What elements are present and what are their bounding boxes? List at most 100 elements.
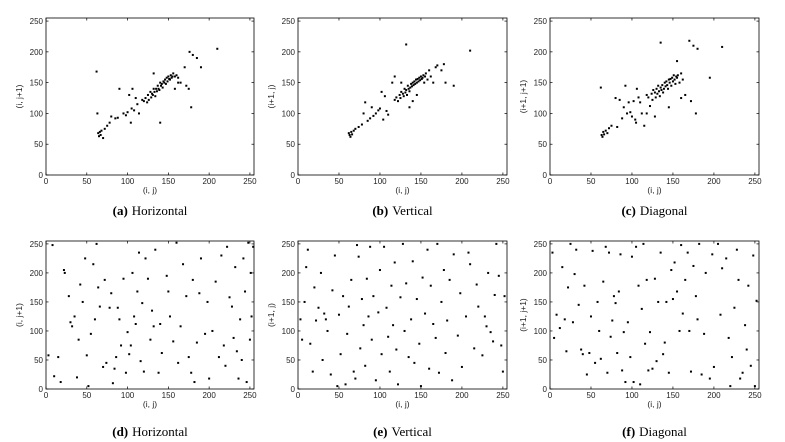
- data-point: [103, 127, 106, 130]
- data-point: [448, 278, 451, 281]
- data-point: [142, 370, 145, 373]
- x-tick-label: 50: [335, 177, 344, 186]
- data-point: [97, 132, 100, 135]
- x-tick-label: 150: [666, 391, 680, 400]
- data-point: [418, 76, 421, 79]
- x-tick-label: 150: [162, 391, 176, 400]
- data-point: [133, 109, 136, 112]
- y-tick-label: 150: [282, 298, 296, 307]
- data-point: [410, 82, 413, 85]
- data-point: [688, 329, 691, 332]
- data-point: [396, 100, 399, 103]
- data-point: [698, 242, 701, 245]
- data-point: [667, 106, 670, 109]
- data-point: [422, 74, 425, 77]
- data-point: [136, 103, 139, 106]
- data-point: [164, 78, 167, 81]
- data-point: [487, 271, 490, 274]
- x-tick-label: 150: [666, 177, 680, 186]
- data-point: [164, 82, 167, 85]
- data-point: [234, 266, 237, 269]
- data-point: [412, 84, 415, 87]
- data-point: [179, 81, 182, 84]
- data-point: [643, 124, 646, 127]
- data-point: [577, 303, 580, 306]
- data-point: [420, 77, 423, 80]
- data-point: [437, 371, 440, 374]
- data-point: [673, 78, 676, 81]
- data-point: [414, 82, 417, 85]
- data-point: [311, 370, 314, 373]
- data-point: [444, 352, 447, 355]
- data-point: [124, 371, 127, 374]
- data-point: [230, 305, 233, 308]
- data-point: [704, 271, 707, 274]
- data-point: [51, 244, 54, 247]
- data-point: [664, 85, 667, 88]
- data-point: [409, 86, 412, 89]
- data-point: [79, 283, 82, 286]
- data-point: [667, 371, 670, 374]
- caption-text: Diagonal: [640, 203, 688, 218]
- data-point: [678, 329, 681, 332]
- caption-label: (f): [622, 424, 635, 439]
- data-point: [571, 321, 574, 324]
- data-point: [424, 72, 427, 75]
- data-point: [640, 307, 643, 310]
- data-point: [493, 293, 496, 296]
- data-point: [421, 276, 424, 279]
- data-point: [680, 244, 683, 247]
- data-point: [696, 47, 699, 50]
- y-tick-label: 100: [282, 327, 296, 336]
- data-point: [402, 95, 405, 98]
- data-point: [610, 124, 613, 127]
- data-point: [580, 348, 583, 351]
- data-point: [725, 257, 728, 260]
- data-point: [329, 373, 332, 376]
- data-point: [108, 121, 111, 124]
- data-point: [350, 278, 353, 281]
- caption-label: (e): [373, 424, 387, 439]
- data-point: [442, 269, 445, 272]
- data-point: [553, 336, 556, 339]
- data-point: [444, 81, 447, 84]
- data-point: [159, 81, 162, 84]
- data-point: [662, 353, 665, 356]
- data-point: [155, 87, 158, 90]
- data-point: [372, 114, 375, 117]
- data-point: [417, 80, 420, 83]
- data-point: [719, 313, 722, 316]
- data-point: [240, 358, 243, 361]
- y-tick-label: 150: [30, 79, 44, 88]
- y-axis-label: (i, j+1): [14, 84, 24, 108]
- data-point: [398, 93, 401, 96]
- data-point: [640, 112, 643, 115]
- data-point: [653, 277, 656, 280]
- data-point: [129, 344, 132, 347]
- data-point: [680, 97, 683, 100]
- scatter-panel-5: 0 50 100 150 200 250 0 50 100 150 200 250 (i, j) (i+1…: [518, 240, 762, 439]
- data-point: [651, 367, 654, 370]
- data-point: [131, 87, 134, 90]
- data-point: [416, 77, 419, 80]
- data-point: [360, 298, 363, 301]
- data-point: [413, 80, 416, 83]
- caption-label: (c): [621, 203, 635, 218]
- x-tick-label: 250: [243, 391, 257, 400]
- plot-area: [549, 17, 760, 176]
- data-point: [160, 352, 163, 355]
- data-point: [155, 90, 158, 93]
- data-point: [146, 93, 149, 96]
- data-point: [688, 39, 691, 42]
- data-point: [670, 269, 673, 272]
- x-axis-label: (i, j): [395, 399, 409, 409]
- data-point: [348, 133, 351, 136]
- data-point: [75, 376, 78, 379]
- data-point: [436, 64, 439, 67]
- data-point: [440, 69, 443, 72]
- y-tick-label: 50: [34, 356, 43, 365]
- data-point: [599, 86, 602, 89]
- data-point: [700, 373, 703, 376]
- data-point: [370, 106, 373, 109]
- data-point: [159, 322, 162, 325]
